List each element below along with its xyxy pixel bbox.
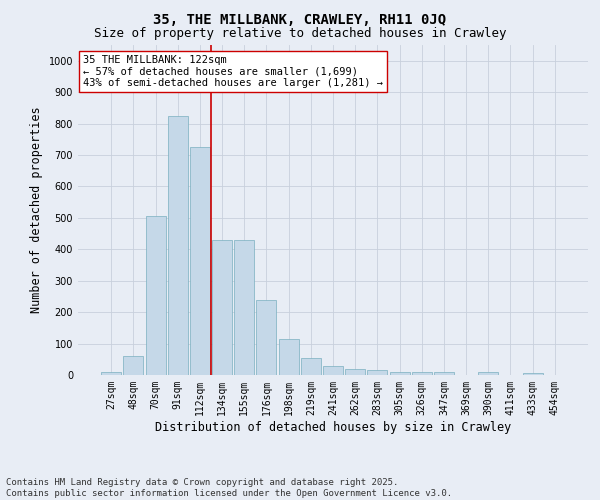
Bar — [234, 240, 254, 375]
Bar — [389, 372, 410, 375]
Text: Size of property relative to detached houses in Crawley: Size of property relative to detached ho… — [94, 28, 506, 40]
Text: 35, THE MILLBANK, CRAWLEY, RH11 0JQ: 35, THE MILLBANK, CRAWLEY, RH11 0JQ — [154, 12, 446, 26]
Text: Contains HM Land Registry data © Crown copyright and database right 2025.
Contai: Contains HM Land Registry data © Crown c… — [6, 478, 452, 498]
Bar — [124, 356, 143, 375]
Bar — [345, 368, 365, 375]
Bar — [190, 147, 210, 375]
Bar — [278, 339, 299, 375]
Bar — [523, 374, 542, 375]
Bar — [301, 358, 321, 375]
Y-axis label: Number of detached properties: Number of detached properties — [30, 106, 43, 314]
Bar — [412, 372, 432, 375]
Bar — [146, 216, 166, 375]
Bar — [367, 370, 388, 375]
Bar — [323, 366, 343, 375]
Bar — [434, 372, 454, 375]
Bar — [168, 116, 188, 375]
Bar — [478, 372, 498, 375]
Bar — [212, 240, 232, 375]
Text: 35 THE MILLBANK: 122sqm
← 57% of detached houses are smaller (1,699)
43% of semi: 35 THE MILLBANK: 122sqm ← 57% of detache… — [83, 55, 383, 88]
X-axis label: Distribution of detached houses by size in Crawley: Distribution of detached houses by size … — [155, 420, 511, 434]
Bar — [256, 300, 277, 375]
Bar — [101, 372, 121, 375]
